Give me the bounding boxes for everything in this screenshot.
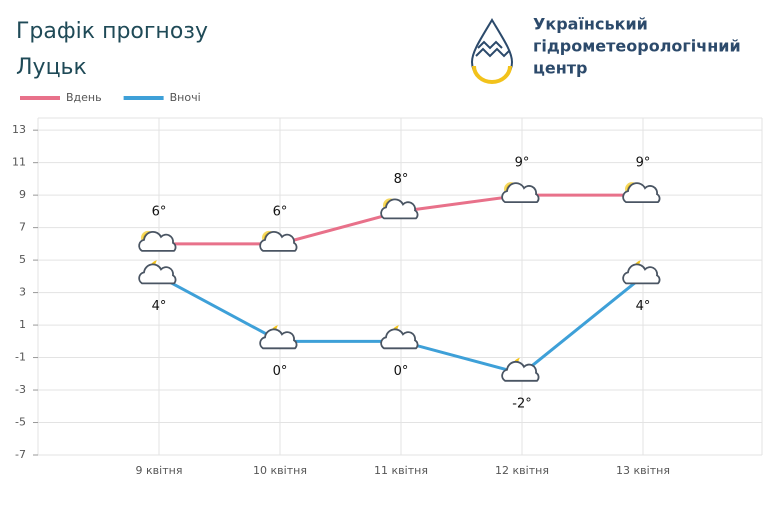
chart-title: Графік прогнозу	[16, 19, 208, 44]
y-tick-label: -7	[15, 448, 26, 461]
weather-icon	[259, 231, 298, 252]
y-tick-label: 3	[19, 286, 26, 299]
data-label: 4°	[152, 299, 167, 314]
y-tick-label: -3	[15, 383, 26, 396]
chart-subtitle: Луцьк	[16, 55, 87, 80]
logo	[470, 18, 514, 84]
y-tick-label: 5	[19, 253, 26, 266]
y-tick-label: 7	[19, 221, 26, 234]
weather-icon	[501, 182, 540, 204]
weather-icon	[622, 182, 661, 204]
logo-arc	[472, 65, 512, 84]
legend-label: Вдень	[66, 91, 102, 104]
data-label: 6°	[273, 204, 288, 219]
weather-icon	[259, 328, 298, 350]
legend: Вдень Вночі	[20, 91, 201, 104]
weather-icon	[138, 231, 177, 252]
org-name: Український	[533, 15, 648, 34]
data-label: 6°	[152, 204, 167, 219]
x-tick-label: 10 квітня	[253, 464, 307, 477]
weather-icon	[138, 263, 177, 285]
x-tick-label: 11 квітня	[374, 464, 428, 477]
org-name: центр	[533, 59, 588, 78]
data-label: 8°	[394, 172, 409, 187]
data-label: 0°	[394, 364, 409, 379]
data-label: 9°	[515, 156, 530, 171]
weather-icon	[622, 263, 661, 285]
legend-label: Вночі	[170, 91, 201, 104]
y-tick-label: 13	[12, 123, 26, 136]
y-tick-label: -1	[15, 351, 26, 364]
y-tick-label: 9	[19, 188, 26, 201]
y-tick-label: 1	[19, 318, 26, 331]
logo-waves	[475, 40, 510, 58]
weather-icon	[380, 198, 419, 220]
data-label: 0°	[273, 364, 288, 379]
y-tick-label: -5	[15, 416, 26, 429]
weather-icon	[501, 360, 540, 382]
org-name: гідрометеорологічний	[533, 37, 741, 56]
weather-icon	[380, 328, 419, 350]
y-tick-label: 11	[12, 156, 26, 169]
data-label: 4°	[636, 299, 651, 314]
data-label: -2°	[512, 396, 531, 411]
data-label: 9°	[636, 156, 651, 171]
x-tick-label: 13 квітня	[616, 464, 670, 477]
x-tick-label: 9 квітня	[136, 464, 183, 477]
x-tick-label: 12 квітня	[495, 464, 549, 477]
